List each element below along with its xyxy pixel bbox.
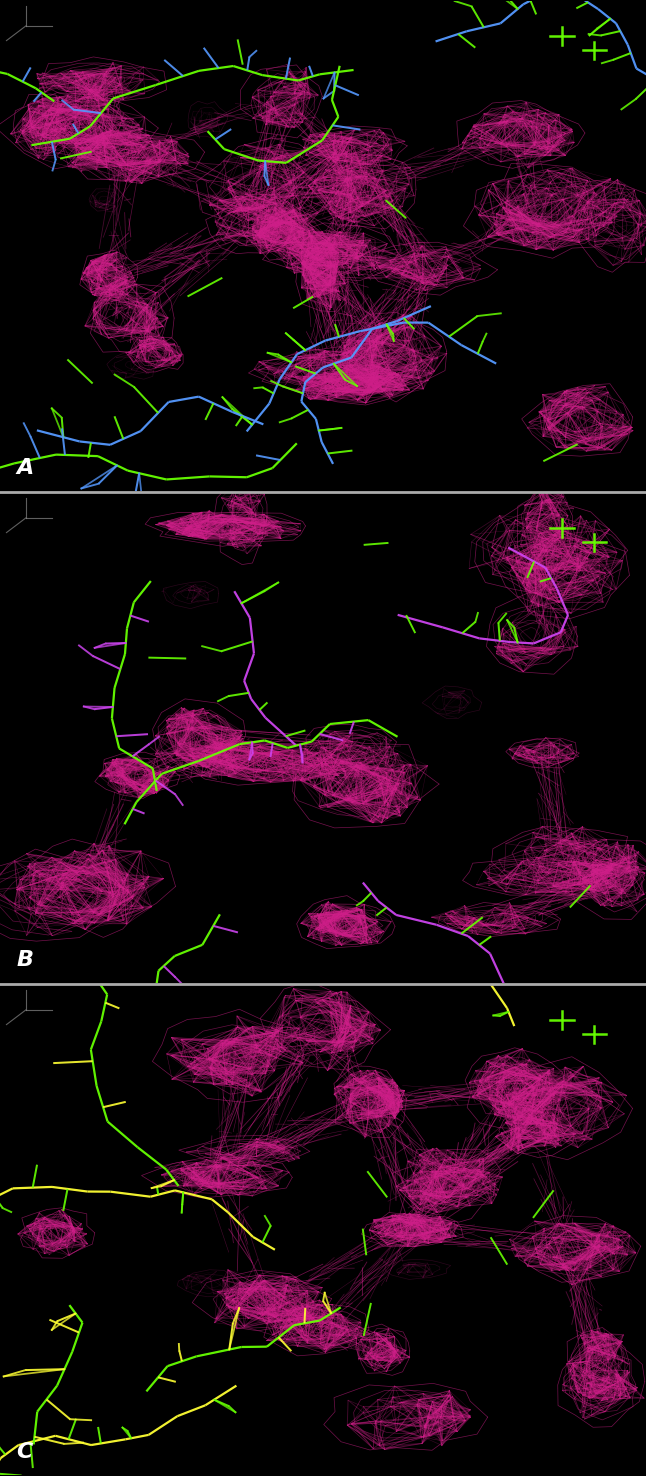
Text: A: A — [16, 458, 34, 478]
Text: C: C — [16, 1442, 32, 1463]
Text: B: B — [16, 951, 33, 970]
